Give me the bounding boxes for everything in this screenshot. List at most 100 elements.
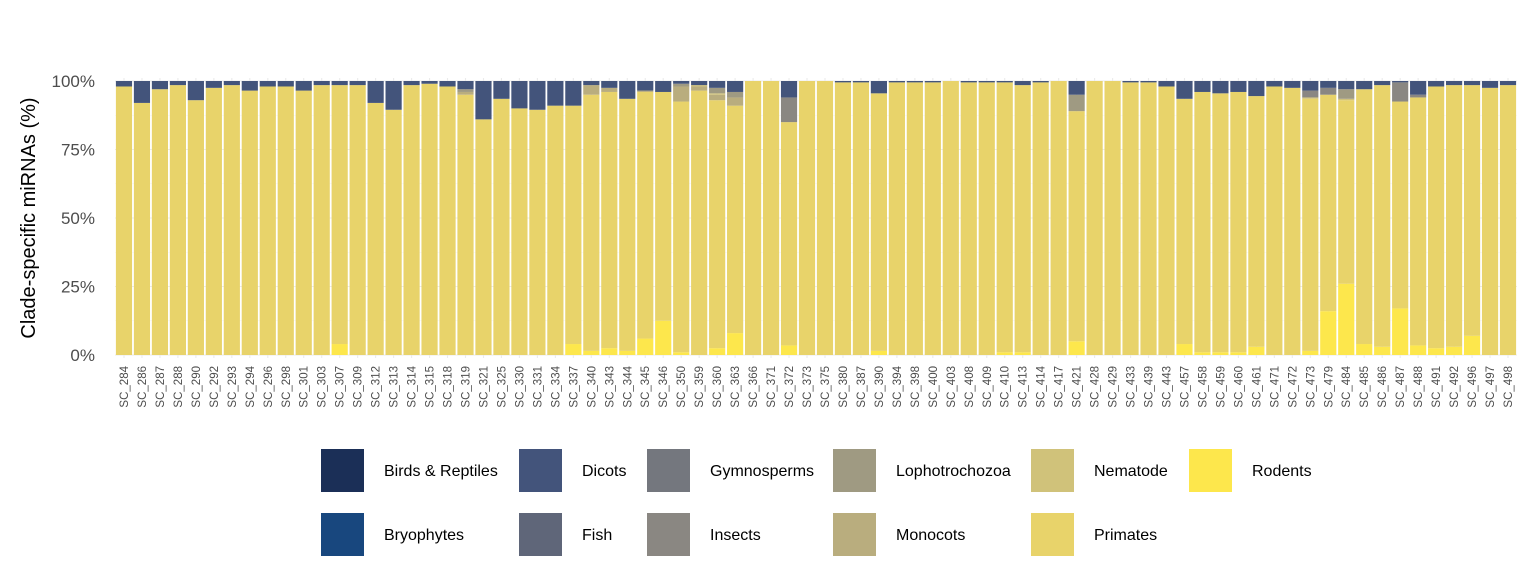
legend-item-nematode: Nematode bbox=[1031, 449, 1168, 492]
x-tick-label: SC_488 bbox=[1413, 366, 1425, 408]
y-tick-label: 0% bbox=[70, 346, 95, 365]
legend-swatch bbox=[519, 513, 562, 556]
x-axis: SC_284 SC_286 SC_287 SC_288 SC_290 SC_292 SC_2… bbox=[119, 365, 1515, 407]
bar-segment-primates bbox=[457, 94, 474, 355]
bar-segment-monocots bbox=[583, 85, 600, 95]
x-tick-label: SC_318 bbox=[443, 366, 455, 408]
bar-segment-rodents bbox=[1356, 344, 1373, 355]
bar-segment-dicots bbox=[1212, 81, 1229, 94]
x-tick-label: SC_497 bbox=[1485, 366, 1497, 408]
x-tick-label: SC_287 bbox=[155, 366, 167, 408]
legend-label: Monocots bbox=[896, 527, 965, 544]
bar-segment-dicots bbox=[1320, 81, 1337, 88]
bar-segment-primates bbox=[727, 105, 744, 334]
x-tick-label: SC_345 bbox=[640, 366, 652, 408]
bar-segment-dicots bbox=[673, 81, 690, 84]
x-tick-label: SC_298 bbox=[281, 366, 293, 408]
x-tick-label: SC_428 bbox=[1090, 366, 1102, 408]
bar-segment-primates bbox=[942, 81, 959, 355]
bar-segment-monocots bbox=[457, 91, 474, 95]
bar-segment-primates bbox=[1140, 82, 1157, 356]
bar-segment-primates bbox=[834, 82, 852, 356]
y-tick-label: 50% bbox=[61, 209, 95, 228]
legend-label: Lophotrochozoa bbox=[896, 463, 1011, 480]
bar-segment-rodents bbox=[1463, 335, 1481, 355]
bar-segment-rodents bbox=[996, 352, 1013, 355]
legend-item-birds-reptiles: Birds & Reptiles bbox=[321, 449, 498, 492]
bar-segment-dicots bbox=[691, 81, 708, 86]
bar-segment-primates bbox=[1374, 85, 1391, 347]
bar-segment-primates bbox=[403, 85, 420, 356]
x-tick-label: SC_363 bbox=[730, 366, 742, 408]
bar-segment-primates bbox=[924, 82, 941, 356]
bars-layer bbox=[115, 81, 1517, 356]
x-tick-label: SC_461 bbox=[1251, 366, 1263, 408]
x-tick-label: SC_457 bbox=[1179, 366, 1191, 408]
bar-segment-primates bbox=[439, 86, 456, 355]
x-tick-label: SC_473 bbox=[1305, 366, 1317, 408]
legend-item-insects: Insects bbox=[647, 513, 761, 556]
bar-segment-primates bbox=[583, 94, 600, 351]
x-tick-label: SC_417 bbox=[1054, 366, 1066, 408]
x-tick-label: SC_471 bbox=[1269, 366, 1281, 408]
bar-segment-primates bbox=[1068, 111, 1085, 342]
bar-segment-primates bbox=[709, 100, 726, 349]
bar-segment-dicots bbox=[475, 81, 492, 120]
bar-segment-primates bbox=[259, 86, 276, 355]
legend-label: Rodents bbox=[1252, 463, 1312, 480]
bar-segment-dicots bbox=[996, 81, 1013, 83]
bar-segment-primates bbox=[1014, 85, 1031, 353]
bar-segment-primates bbox=[493, 98, 510, 355]
bar-segment-dicots bbox=[1499, 81, 1517, 86]
x-tick-label: SC_314 bbox=[407, 365, 419, 407]
x-tick-label: SC_307 bbox=[335, 366, 347, 408]
bar-segment-dicots bbox=[906, 81, 923, 83]
legend-swatch bbox=[1189, 449, 1232, 492]
bar-segment-rodents bbox=[637, 338, 654, 355]
bar-segment-dicots bbox=[241, 81, 258, 91]
bar-segment-rodents bbox=[1428, 348, 1445, 355]
x-tick-label: SC_292 bbox=[209, 366, 221, 408]
legend-item-rodents: Rodents bbox=[1189, 449, 1312, 492]
bar-segment-primates bbox=[295, 90, 312, 355]
x-tick-label: SC_485 bbox=[1359, 366, 1371, 408]
y-tick-label: 25% bbox=[61, 278, 95, 297]
bar-segment-dicots bbox=[1176, 81, 1193, 99]
bar-segment-dicots bbox=[439, 81, 456, 87]
bar-segment-dicots bbox=[385, 81, 402, 110]
legend-swatch bbox=[321, 449, 364, 492]
bar-segment-primates bbox=[619, 98, 636, 351]
x-tick-label: SC_484 bbox=[1341, 365, 1353, 407]
legend-item-dicots: Dicots bbox=[519, 449, 626, 492]
x-tick-label: SC_421 bbox=[1072, 366, 1084, 408]
bar-segment-primates bbox=[385, 109, 402, 356]
legend-label: Nematode bbox=[1094, 463, 1168, 480]
bar-segment-primates bbox=[1176, 98, 1193, 345]
x-tick-label: SC_458 bbox=[1197, 366, 1209, 408]
x-tick-label: SC_334 bbox=[550, 365, 562, 407]
bar-segment-dicots bbox=[547, 81, 564, 106]
x-tick-label: SC_296 bbox=[263, 366, 275, 408]
bar-segment-dicots bbox=[565, 81, 582, 106]
bar-segment-rodents bbox=[1320, 311, 1337, 355]
bar-segment-dicots bbox=[960, 81, 977, 83]
x-tick-label: SC_373 bbox=[802, 366, 814, 408]
bar-segment-dicots bbox=[870, 81, 887, 94]
bar-segment-primates bbox=[637, 91, 654, 339]
bar-segment-dicots bbox=[205, 81, 222, 88]
x-tick-label: SC_331 bbox=[532, 366, 544, 408]
bar-segment-rodents bbox=[1248, 346, 1265, 355]
bar-segment-dicots bbox=[331, 81, 348, 86]
bar-segment-primates bbox=[888, 82, 905, 356]
bar-segment-primates bbox=[115, 86, 133, 355]
legend-label: Bryophytes bbox=[384, 527, 464, 544]
x-tick-label: SC_346 bbox=[658, 366, 670, 408]
bar-segment-primates bbox=[1194, 91, 1211, 353]
x-tick-label: SC_360 bbox=[712, 366, 724, 408]
x-tick-label: SC_439 bbox=[1144, 366, 1156, 408]
legend-swatch bbox=[833, 513, 876, 556]
bar-segment-primates bbox=[852, 82, 870, 356]
bar-segment-lophotrochozoa bbox=[1068, 94, 1085, 112]
y-axis: 0% 25% 50% 75% 100% bbox=[52, 72, 95, 365]
